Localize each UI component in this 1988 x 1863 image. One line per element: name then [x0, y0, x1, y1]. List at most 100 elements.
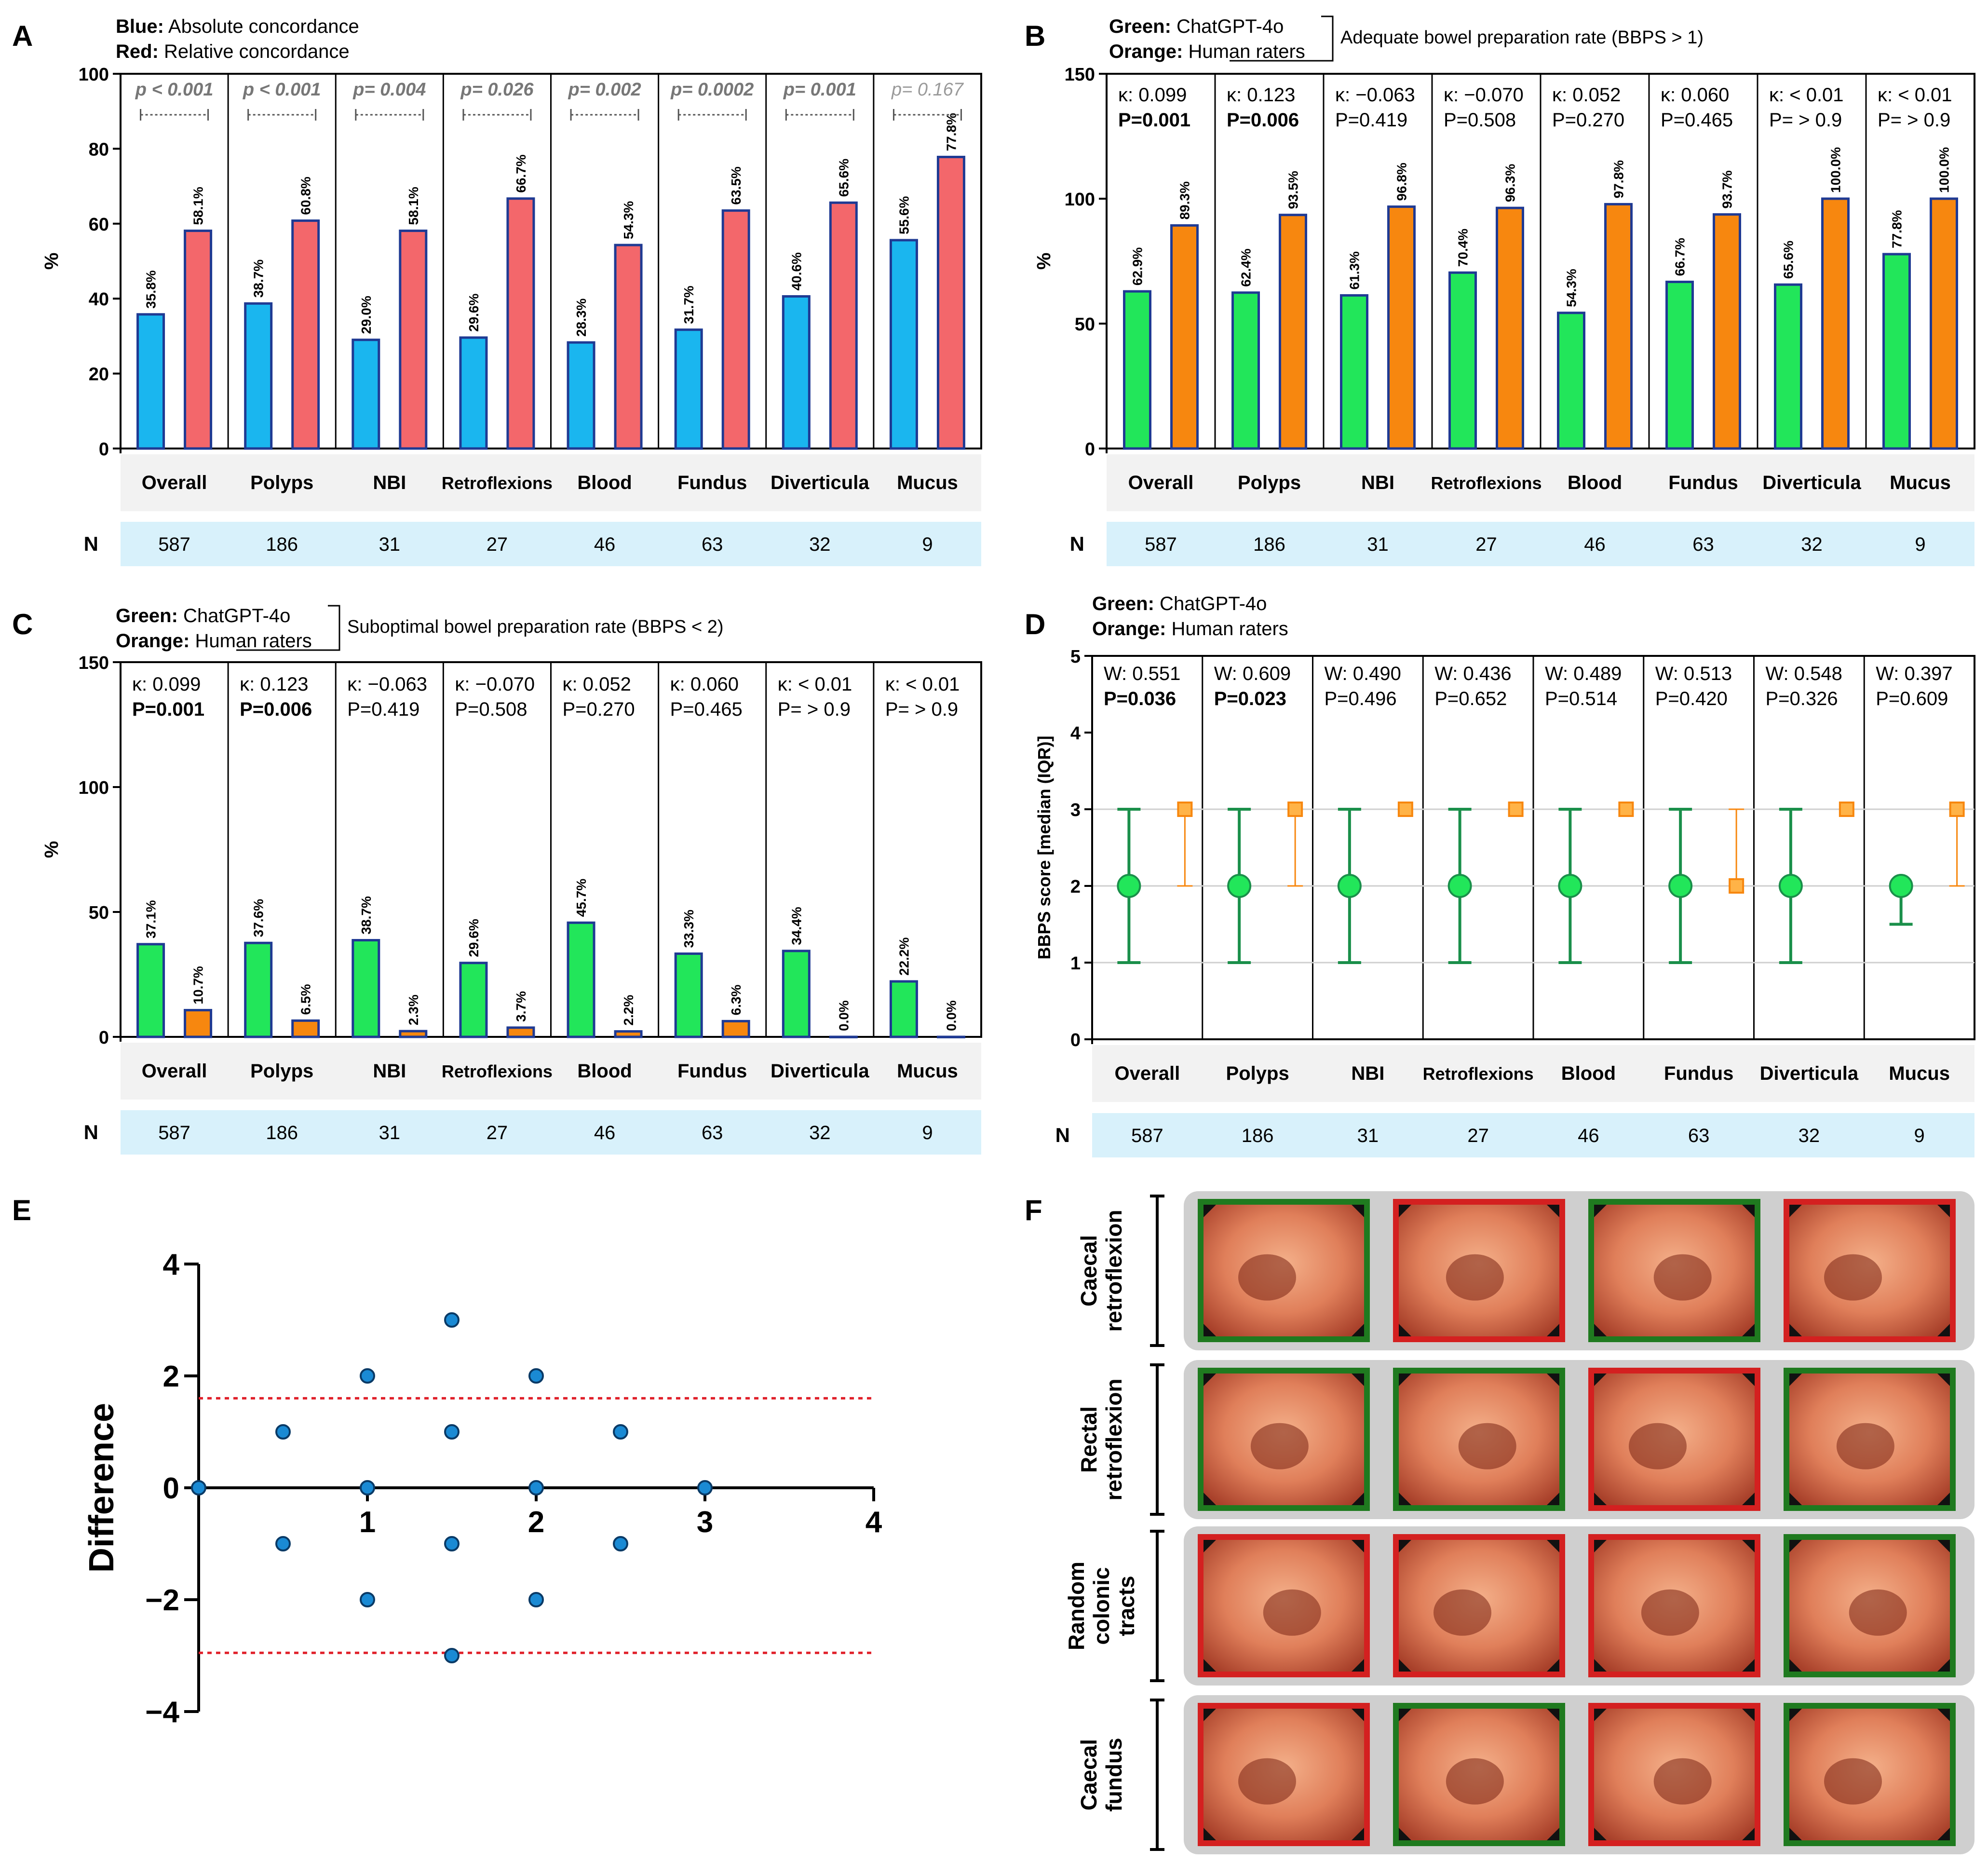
panel-letter: C: [12, 608, 33, 640]
category-label: Polyps: [1226, 1063, 1289, 1084]
bar-green: [136, 943, 165, 1038]
data-label: 96.8%: [1394, 163, 1409, 201]
bar-green: [674, 952, 703, 1038]
p-value: p= 0.004: [352, 80, 426, 100]
y-tick-label: 100: [79, 65, 109, 85]
median-point-green: [1668, 874, 1693, 898]
legend-entry-key: Orange:: [116, 630, 189, 652]
stat-pvalue: P=0.270: [1552, 109, 1624, 131]
y-tick-label: 2: [1070, 877, 1081, 897]
median-point-orange: [1618, 802, 1634, 817]
category-band: [1092, 1045, 1974, 1102]
y-tick-label: 50: [1075, 314, 1095, 335]
category-label: Blood: [577, 1061, 632, 1082]
data-label: 34.4%: [789, 907, 804, 945]
image-frame-red: [1198, 1703, 1370, 1846]
p-value: p= 0.026: [460, 80, 534, 100]
legend-entry-key: Blue:: [116, 16, 164, 37]
n-band: [121, 1110, 981, 1155]
data-label: 2.2%: [621, 995, 636, 1026]
data-label: 54.3%: [1564, 269, 1579, 307]
data-label: 38.7%: [251, 259, 266, 298]
data-label: 70.4%: [1456, 229, 1471, 267]
legend-entry-desc: ChatGPT-4o: [178, 605, 290, 626]
n-value: 186: [1253, 534, 1285, 555]
category-label: Overall: [1128, 472, 1194, 493]
y-axis-label: %: [41, 841, 62, 858]
difference-point: [360, 1480, 375, 1496]
stat-coefficient: κ: 0.052: [1552, 84, 1621, 106]
y-tick-label: 20: [89, 365, 109, 385]
n-value: 9: [922, 534, 933, 555]
data-label: 89.3%: [1177, 181, 1192, 219]
n-value: 31: [379, 534, 401, 555]
data-label: 65.6%: [836, 159, 851, 197]
data-label: 100.0%: [1937, 147, 1952, 193]
y-tick-label: 80: [89, 139, 109, 160]
stat-pvalue: P= > 0.9: [885, 699, 958, 720]
data-label: 35.8%: [144, 270, 159, 308]
category-label: Diverticula: [1762, 472, 1861, 493]
legend-entry-desc: Human raters: [1166, 618, 1288, 639]
row-label: fundus: [1101, 1738, 1126, 1811]
legend-entry-desc: Relative concordance: [159, 41, 350, 62]
lumen-shadow: [1238, 1254, 1296, 1301]
stat-coefficient: κ: < 0.01: [1769, 84, 1844, 106]
median-point-green: [1447, 874, 1472, 898]
legend-entry-desc: ChatGPT-4o: [1171, 16, 1284, 37]
category-label: Polyps: [1238, 472, 1301, 493]
bar-blue: [674, 328, 703, 450]
stat-coefficient: W: 0.609: [1214, 663, 1291, 684]
data-label: 29.0%: [359, 296, 374, 334]
lumen-shadow: [1653, 1254, 1712, 1301]
row-label: tracts: [1114, 1576, 1139, 1636]
stat-coefficient: κ: < 0.01: [778, 674, 852, 695]
legend-entry-key: Green:: [116, 605, 178, 626]
n-band: [121, 522, 981, 566]
lumen-shadow: [1458, 1423, 1516, 1469]
data-label: 61.3%: [1347, 251, 1362, 289]
data-label: 33.3%: [681, 910, 696, 948]
panel-E: E 4 2 0 −2 −4 Difference 1 2 3 4: [12, 1194, 882, 1729]
bar-blue: [244, 302, 273, 450]
n-value: 9: [1914, 1125, 1925, 1146]
bar-red: [829, 201, 858, 450]
bracket-label: Adequate bowel preparation rate (BBPS > …: [1340, 27, 1704, 48]
bar-red: [399, 230, 428, 450]
data-label: 10.7%: [191, 966, 206, 1004]
bar-red: [184, 230, 213, 450]
row-label: Rectal: [1076, 1406, 1101, 1473]
bar-orange: [1279, 214, 1307, 450]
legend-bracket: [236, 605, 340, 651]
bar-red: [721, 209, 750, 450]
stat-pvalue: P=0.006: [240, 699, 312, 720]
y-tick-label: −2: [145, 1584, 179, 1617]
category-band: [1107, 454, 1974, 511]
category-label: NBI: [1361, 472, 1394, 493]
data-label: 58.1%: [191, 187, 206, 225]
data-label: 37.6%: [251, 899, 266, 937]
y-tick-label: 0: [1070, 1030, 1081, 1050]
stat-pvalue: P=0.419: [347, 699, 419, 720]
lumen-shadow: [1849, 1589, 1907, 1636]
stat-pvalue: P=0.001: [1118, 109, 1190, 131]
stat-pvalue: P= > 0.9: [1878, 109, 1950, 131]
stat-pvalue: P=0.006: [1227, 109, 1299, 131]
category-label: Fundus: [1664, 1063, 1733, 1084]
category-label: Diverticula: [771, 472, 869, 493]
difference-point: [528, 1368, 544, 1384]
stat-pvalue: P=0.419: [1335, 109, 1407, 131]
median-point-green: [1117, 874, 1141, 898]
row-label: retroflexion: [1101, 1378, 1126, 1500]
stat-pvalue: P= > 0.9: [778, 699, 851, 720]
category-label: Retroflexions: [442, 1061, 553, 1081]
legend-entry-key: Orange:: [1092, 618, 1166, 639]
bar-red: [506, 197, 535, 450]
category-label: Retroflexions: [1423, 1064, 1534, 1084]
stat-coefficient: κ: −0.063: [347, 674, 427, 695]
data-label: 0.0%: [836, 1000, 851, 1031]
bar-red: [936, 155, 965, 450]
category-label: Diverticula: [1760, 1063, 1859, 1084]
n-band: [1107, 522, 1974, 566]
n-value: 46: [594, 534, 616, 555]
